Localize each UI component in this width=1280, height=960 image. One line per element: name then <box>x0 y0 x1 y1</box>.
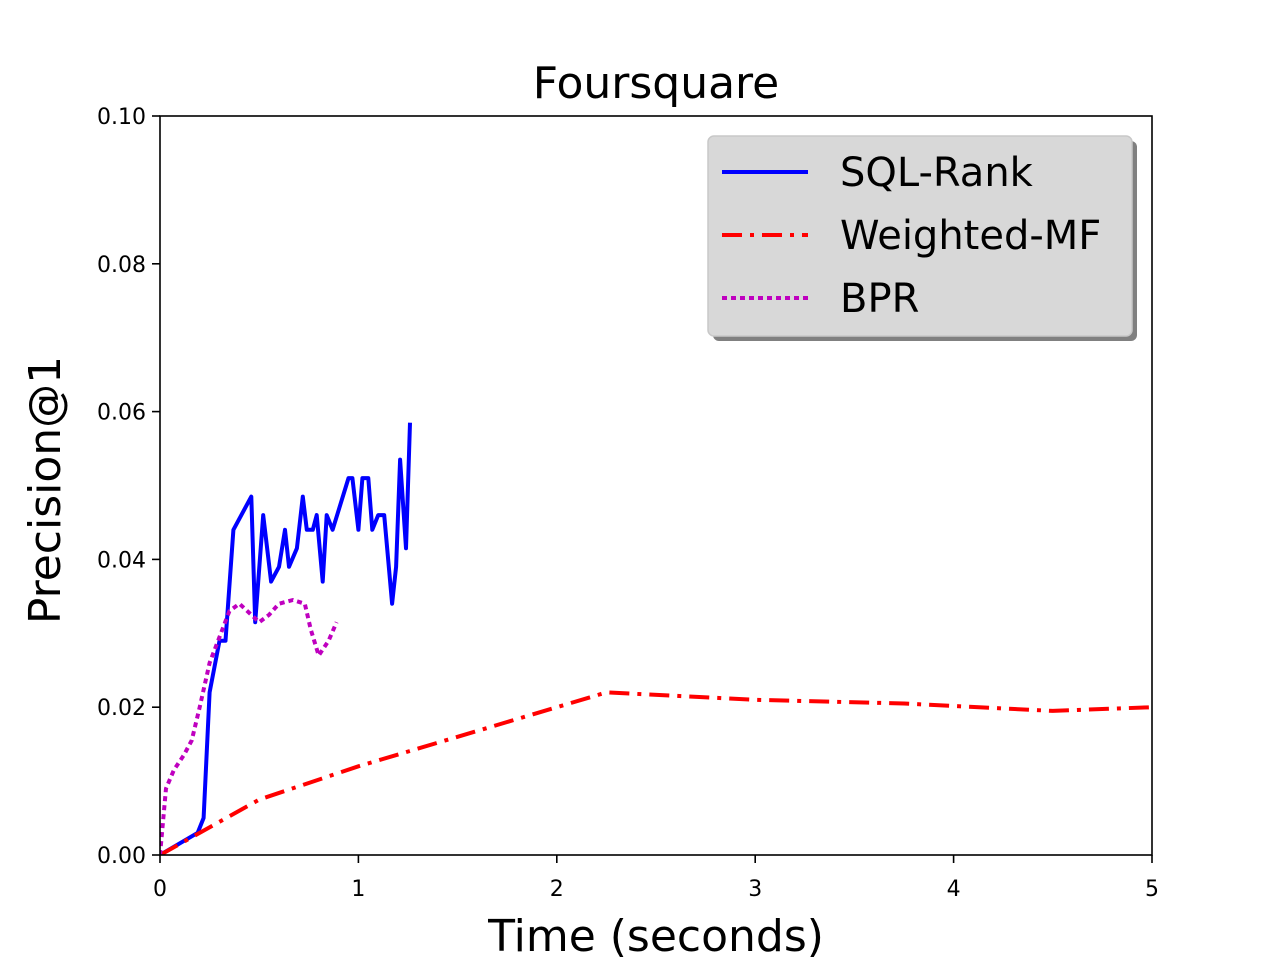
series-layer <box>160 422 1152 855</box>
legend-box <box>707 135 1133 337</box>
series-line-weighted-mf <box>160 690 1152 855</box>
x-axis-label: Time (seconds) <box>487 911 824 960</box>
x-tick-label: 4 <box>947 877 961 902</box>
legend-label: SQL-Rank <box>840 150 1034 196</box>
legend-label: BPR <box>840 276 919 322</box>
series-line-bpr <box>160 598 339 855</box>
legend: SQL-Rank Weighted-MF BPR <box>707 135 1137 341</box>
legend-label: Weighted-MF <box>840 213 1101 259</box>
y-axis: 0.00 0.02 0.04 0.06 0.08 0.10 <box>97 105 160 869</box>
y-tick-label: 0.00 <box>97 844 146 869</box>
series-line-sql-rank <box>160 422 412 855</box>
x-axis: 0 1 2 3 4 5 <box>153 855 1159 902</box>
chart-title: Foursquare <box>533 58 780 109</box>
x-tick-label: 3 <box>748 877 762 902</box>
x-tick-label: 5 <box>1145 877 1159 902</box>
y-tick-label: 0.06 <box>97 401 146 426</box>
x-tick-label: 0 <box>153 877 167 902</box>
y-tick-label: 0.04 <box>97 548 146 573</box>
x-tick-label: 2 <box>550 877 564 902</box>
y-tick-label: 0.08 <box>97 253 146 278</box>
plot-frame <box>159 115 1153 856</box>
y-tick-label: 0.02 <box>97 696 146 721</box>
y-tick-label: 0.10 <box>97 105 146 130</box>
x-tick-label: 1 <box>351 877 365 902</box>
y-axis-label: Precision@1 <box>20 356 71 624</box>
